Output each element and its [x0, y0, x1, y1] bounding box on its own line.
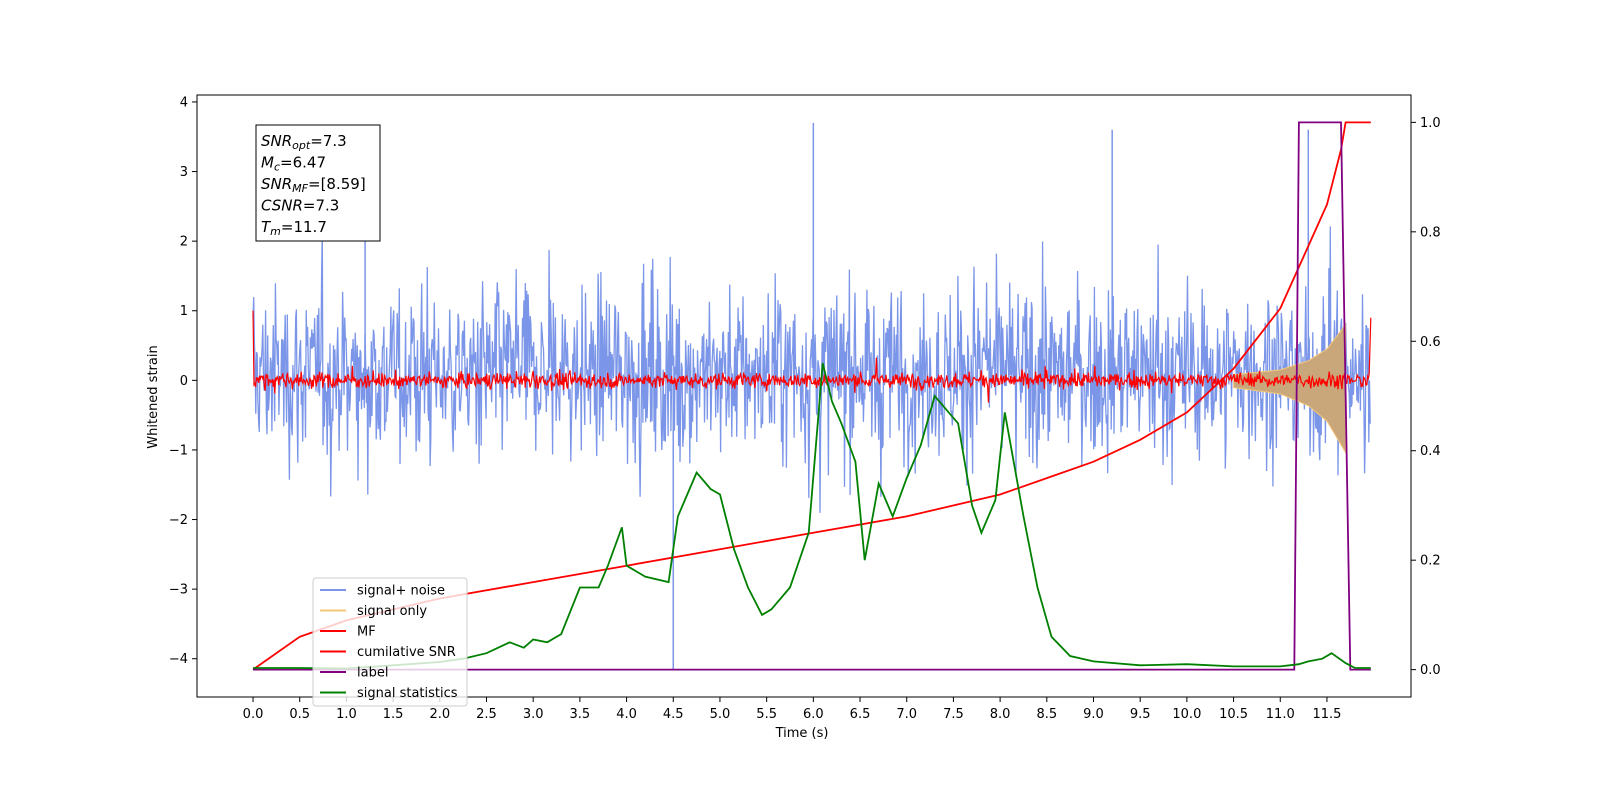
- x-tick-label: 7.0: [896, 707, 917, 722]
- series-signal-statistics: [253, 362, 1371, 670]
- y-tick-label: −4: [169, 652, 188, 667]
- y-axis-ticks: 4 3 2 1 0 −1 −2 −3 −4: [169, 95, 197, 667]
- series-signal-noise: [252, 122, 1371, 670]
- annotation-frame: [255, 124, 381, 242]
- plot-frame: [196, 94, 1412, 698]
- x-tick-label: 9.0: [1083, 707, 1104, 722]
- annotation-line: SNRopt=7.3: [261, 132, 347, 152]
- legend-frame: [312, 577, 468, 707]
- series-line: [252, 226, 1371, 513]
- series-label: [253, 121, 1371, 671]
- y-tick-label: 1: [180, 304, 188, 319]
- legend-label: MF: [357, 625, 376, 640]
- x-tick-label: 4.5: [663, 707, 684, 722]
- y-tick-label: 4: [180, 95, 188, 110]
- y2-tick-label: 0.0: [1420, 663, 1441, 678]
- y2-tick-label: 0.2: [1420, 554, 1441, 569]
- axes: [196, 94, 1412, 698]
- y-tick-label: 0: [180, 374, 188, 389]
- legend-label: label: [357, 666, 388, 681]
- y-tick-label: −2: [169, 513, 188, 528]
- x-tick-label: 4.0: [616, 707, 637, 722]
- y-tick-label: −3: [169, 583, 188, 598]
- x-tick-label: 7.5: [943, 707, 964, 722]
- y2-tick-label: 0.8: [1420, 225, 1441, 240]
- legend-label: signal statistics: [357, 686, 458, 701]
- x-tick-label: 3.0: [523, 707, 544, 722]
- annotation-line: Mc=6.47: [261, 154, 326, 174]
- x-tick-label: 8.5: [1036, 707, 1057, 722]
- signal-envelope: [1233, 323, 1347, 455]
- x-tick-label: 6.0: [803, 707, 824, 722]
- y2-tick-label: 0.4: [1420, 444, 1441, 459]
- y2-tick-label: 0.6: [1420, 335, 1441, 350]
- legend: signal+ noise signal only MF cumilative SNR…: [312, 577, 468, 707]
- x-tick-label: 6.5: [850, 707, 871, 722]
- y-tick-label: 3: [180, 165, 188, 180]
- series-signal-only: [1233, 323, 1347, 455]
- x-axis-label: Time (s): [775, 726, 829, 741]
- series-mf: [252, 310, 1372, 403]
- series-line: [253, 121, 1371, 671]
- x-tick-label: 2.5: [476, 707, 497, 722]
- x-tick-label: 8.0: [990, 707, 1011, 722]
- x-tick-label: 11.0: [1266, 707, 1295, 722]
- annotation-line: CSNR=7.3: [261, 197, 339, 215]
- x-tick-label: 1.5: [383, 707, 404, 722]
- y2-tick-label: 1.0: [1420, 116, 1441, 131]
- x-tick-label: 5.0: [710, 707, 731, 722]
- x-tick-label: 10.5: [1219, 707, 1248, 722]
- y-tick-label: 2: [180, 235, 188, 250]
- x-tick-label: 1.0: [336, 707, 357, 722]
- series-line: [253, 362, 1371, 670]
- x-axis-ticks: 0.0 0.5 1.0 1.5 2.0 2.5 3.0 3.5 4.0 4.5 5.0 5.5 6.0 6…: [243, 697, 1341, 722]
- x-tick-label: 11.5: [1312, 707, 1341, 722]
- legend-label: signal only: [357, 604, 427, 619]
- y-tick-label: −1: [169, 443, 188, 458]
- y-axis-label: Whitened strain: [146, 345, 161, 448]
- x-tick-label: 0.5: [289, 707, 310, 722]
- x-tick-label: 0.0: [243, 707, 264, 722]
- x-tick-label: 10.0: [1172, 707, 1201, 722]
- x-tick-label: 2.0: [429, 707, 450, 722]
- series-line: [252, 310, 1372, 403]
- annotation-line: SNRMF=[8.59]: [261, 175, 366, 195]
- legend-label: cumilative SNR: [357, 645, 456, 660]
- x-tick-label: 3.5: [570, 707, 591, 722]
- legend-label: signal+ noise: [357, 584, 445, 599]
- annotation-line: Tm=11.7: [261, 218, 327, 238]
- y2-axis-ticks: 1.0 0.8 0.6 0.4 0.2 0.0: [1411, 116, 1441, 678]
- x-tick-label: 9.5: [1130, 707, 1151, 722]
- x-tick-label: 5.5: [756, 707, 777, 722]
